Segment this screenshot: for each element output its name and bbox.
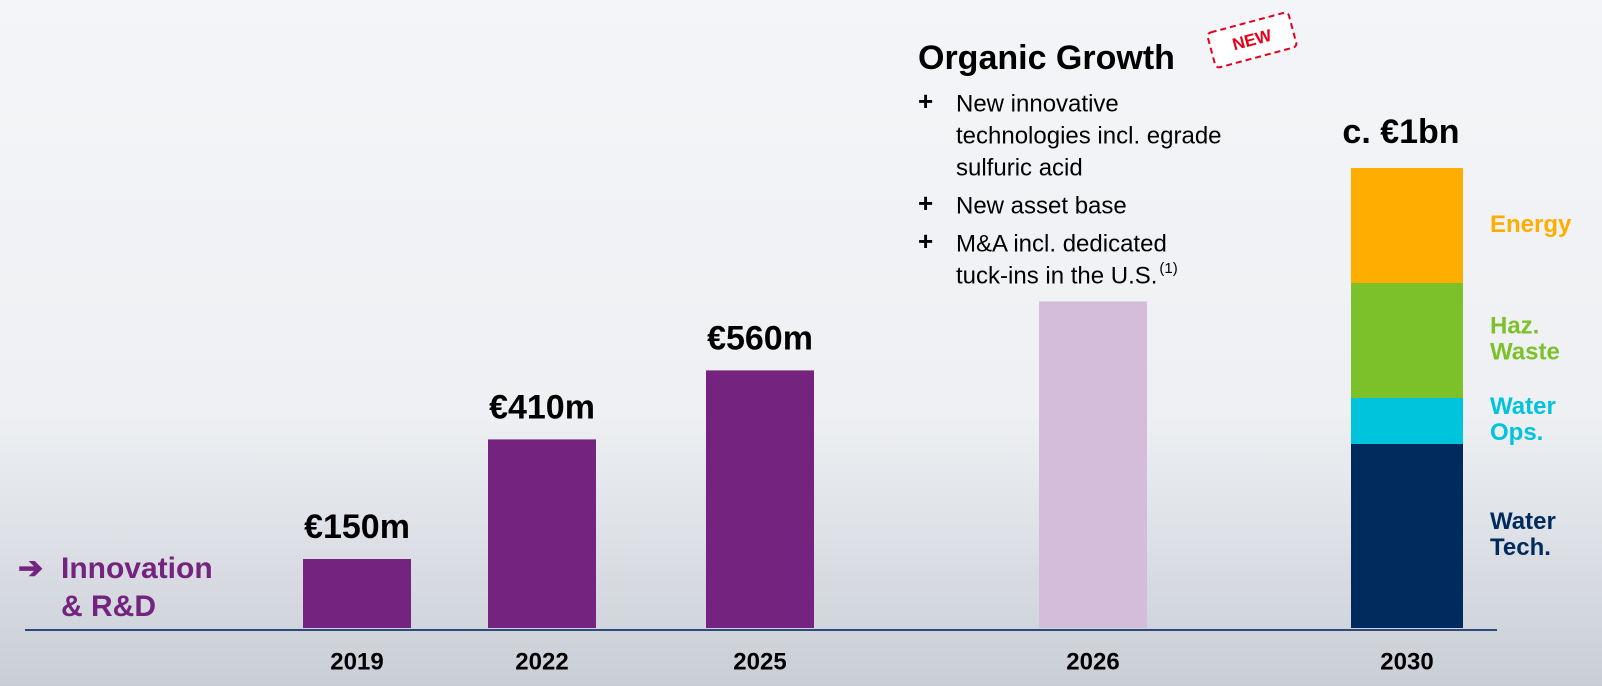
bar <box>1039 301 1147 628</box>
x-tick-label: 2026 <box>1066 648 1119 675</box>
bar <box>488 439 596 628</box>
segment-label-line: Haz. <box>1490 313 1539 340</box>
stack-segment <box>1351 168 1463 283</box>
segment-label-line: Tech. <box>1490 534 1551 561</box>
segment-label: Energy <box>1490 211 1572 238</box>
segment-label-line: Waste <box>1490 339 1560 366</box>
arrow: ➔ <box>18 552 43 585</box>
bullet-text: technologies incl. egrade <box>956 122 1222 149</box>
side-label: Innovation <box>61 552 213 585</box>
segment-label: Water Ops. <box>1490 393 1556 446</box>
bar <box>706 370 814 628</box>
bullet-plus: + <box>918 86 933 116</box>
side-label: & R&D <box>61 590 156 623</box>
segment-label-line: Ops. <box>1490 419 1543 446</box>
segment-label: Haz. Waste <box>1490 313 1560 366</box>
tag-box <box>1206 11 1298 69</box>
bullet-plus: + <box>918 226 933 256</box>
bullet-plus: + <box>918 188 933 218</box>
x-tick-label: 2025 <box>733 648 786 675</box>
bullet-text: tuck-ins in the U.S. <box>956 262 1157 289</box>
stack-segment <box>1351 444 1463 628</box>
footnote: (1) <box>1159 260 1177 277</box>
segment-label: Water Tech. <box>1490 508 1556 561</box>
bullet-text: New asset base <box>956 192 1127 219</box>
bullet-text: sulfuric acid <box>956 154 1083 181</box>
stack-segment <box>1351 283 1463 398</box>
section-title: Organic Growth <box>918 39 1175 77</box>
bar <box>303 559 411 628</box>
value-label: €410m <box>489 388 595 426</box>
bullet-text: M&A incl. dedicated <box>956 230 1167 257</box>
x-tick-label: 2030 <box>1380 648 1433 675</box>
bullet-text: New innovative <box>956 90 1119 117</box>
value-label: €150m <box>304 508 410 546</box>
stack-segment <box>1351 398 1463 444</box>
x-tick-label: 2019 <box>330 648 383 675</box>
segment-label-line: Water <box>1490 393 1556 420</box>
stack-total-label: c. €1bn <box>1342 113 1459 151</box>
segment-label-line: Water <box>1490 508 1556 535</box>
new-tag: NEW <box>1206 11 1298 69</box>
value-label: €560m <box>707 319 813 357</box>
x-tick-label: 2022 <box>515 648 568 675</box>
